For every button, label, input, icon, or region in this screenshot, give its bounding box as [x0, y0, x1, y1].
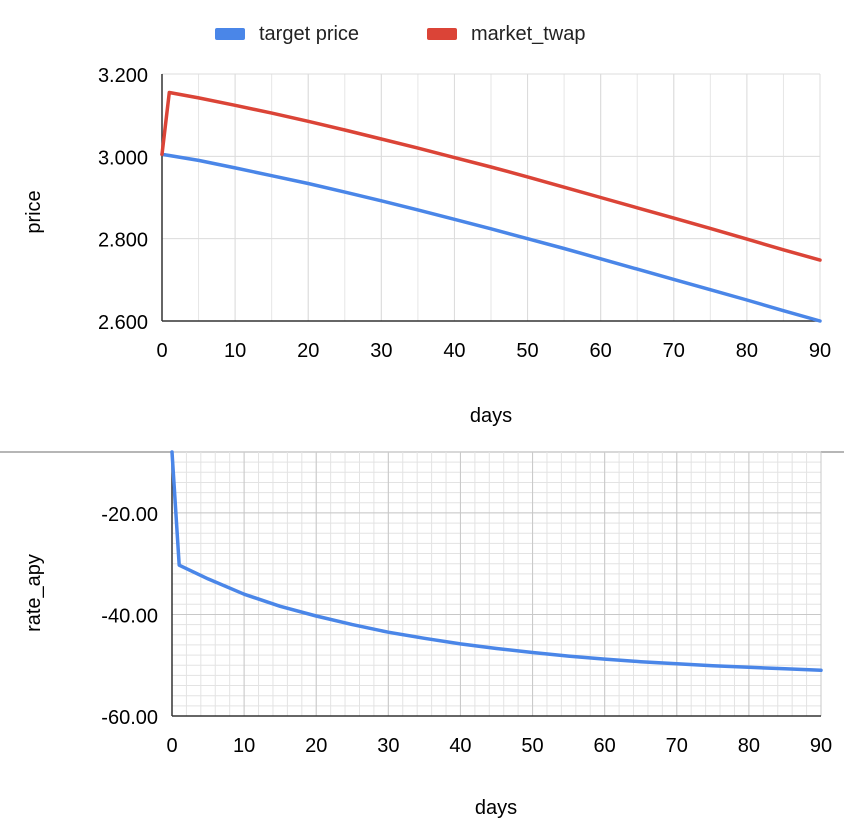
price-chart: target price market_twap 2.600 2.800 3.000…: [23, 23, 831, 427]
y-tick-label: -40.00: [101, 605, 158, 627]
x-tick-label: 60: [590, 340, 612, 362]
y-tick-label: 3.000: [98, 147, 148, 169]
x-tick-label: 20: [297, 340, 319, 362]
series-line-0: [170, 450, 823, 673]
price-y-tick-labels: 2.600 2.800 3.000 3.200: [98, 65, 148, 334]
x-tick-label: 30: [377, 735, 399, 757]
price-x-axis-title: days: [470, 405, 512, 427]
y-tick-label: 2.600: [98, 312, 148, 334]
x-tick-label: 70: [663, 340, 685, 362]
x-tick-label: 40: [443, 340, 465, 362]
price-legend: target price market_twap: [215, 23, 586, 45]
x-tick-label: 30: [370, 340, 392, 362]
rate-x-tick-labels: 0 10 20 30 40 50 60 70 80 90: [166, 735, 832, 757]
rate-y-tick-labels: -60.00 -40.00 -20.00: [101, 504, 158, 729]
rate-y-axis-title: rate_apy: [23, 554, 45, 632]
rate-series-lines: [170, 450, 823, 673]
x-tick-label: 70: [666, 735, 688, 757]
x-tick-label: 80: [738, 735, 760, 757]
legend-label-market-twap: market_twap: [471, 23, 586, 45]
series-line-market-twap: [160, 90, 822, 262]
x-tick-label: 50: [521, 735, 543, 757]
legend-swatch-market-twap: [427, 28, 457, 40]
x-tick-label: 80: [736, 340, 758, 362]
x-tick-label: 90: [809, 340, 831, 362]
price-gridlines: [161, 73, 821, 322]
price-series-lines: [160, 90, 822, 323]
x-tick-label: 10: [224, 340, 246, 362]
y-tick-label: 2.800: [98, 230, 148, 252]
rate-gridlines: [171, 451, 822, 717]
legend-swatch-target-price: [215, 28, 245, 40]
x-tick-label: 20: [305, 735, 327, 757]
y-tick-label: -20.00: [101, 504, 158, 526]
price-y-axis-title: price: [23, 190, 45, 233]
rate-chart: -60.00 -40.00 -20.00 0 10 20 30 40 50 60 70 80 90 r…: [23, 450, 832, 819]
x-tick-label: 10: [233, 735, 255, 757]
y-tick-label: 3.200: [98, 65, 148, 87]
legend-label-target-price: target price: [259, 23, 359, 45]
x-tick-label: 90: [810, 735, 832, 757]
rate-x-axis-title: days: [475, 797, 517, 819]
price-x-tick-labels: 0 10 20 30 40 50 60 70 80 90: [156, 340, 831, 362]
x-tick-label: 40: [449, 735, 471, 757]
x-tick-label: 0: [156, 340, 167, 362]
x-tick-label: 0: [166, 735, 177, 757]
y-tick-label: -60.00: [101, 707, 158, 729]
x-tick-label: 60: [594, 735, 616, 757]
x-tick-label: 50: [516, 340, 538, 362]
series-line-target-price: [160, 152, 822, 323]
